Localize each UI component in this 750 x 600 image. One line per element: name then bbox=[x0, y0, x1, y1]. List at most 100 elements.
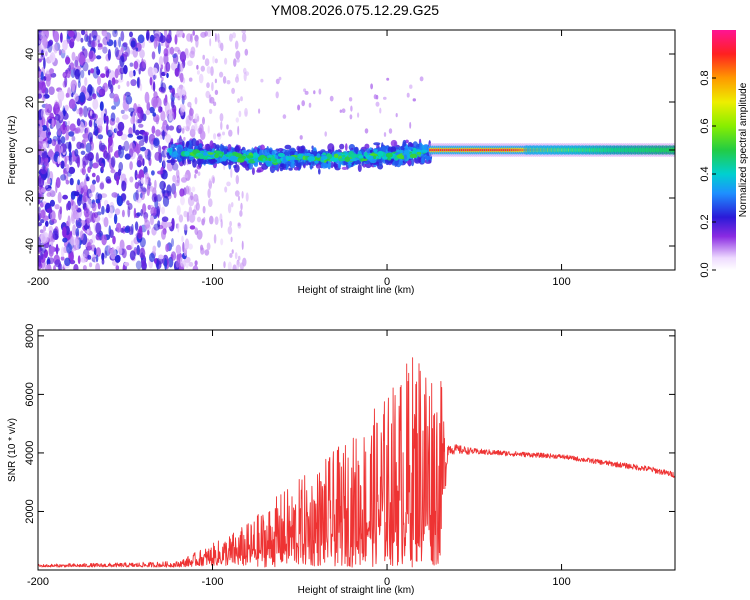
heatmap-cell bbox=[64, 104, 69, 112]
heatmap-cell bbox=[60, 160, 65, 169]
heatmap-cell bbox=[178, 88, 183, 98]
heatmap-cell bbox=[287, 156, 296, 161]
heatmap-cell bbox=[95, 233, 100, 241]
heatmap-cell bbox=[40, 202, 44, 208]
heatmap-cell bbox=[102, 46, 108, 54]
heatmap-cell bbox=[68, 64, 71, 72]
heatmap-cell bbox=[53, 43, 58, 54]
heatmap-cell bbox=[161, 206, 165, 215]
heatmap-cell bbox=[299, 135, 303, 140]
heatmap-cell bbox=[151, 125, 156, 134]
heatmap-marks bbox=[38, 30, 675, 270]
heatmap-cell bbox=[293, 166, 300, 171]
heatmap-cell bbox=[120, 47, 125, 53]
colorbar-gradient bbox=[712, 30, 736, 270]
heatmap-cell bbox=[38, 222, 42, 227]
colorbar-tick-label: 0.0 bbox=[699, 262, 711, 277]
heatmap-cell bbox=[214, 153, 219, 158]
heatmap-cell bbox=[127, 206, 131, 218]
heatmap-cell bbox=[129, 62, 134, 67]
heatmap-cell bbox=[162, 156, 166, 168]
snr-series-line bbox=[38, 357, 675, 568]
heatmap-cell bbox=[234, 252, 238, 260]
heatmap-cell bbox=[176, 146, 183, 155]
heatmap-cell bbox=[44, 103, 49, 110]
heatmap-cell bbox=[161, 216, 169, 222]
heatmap-cell bbox=[77, 80, 81, 89]
heatmap-cell bbox=[129, 176, 134, 183]
heatmap-cell bbox=[290, 162, 294, 168]
heatmap-cell bbox=[244, 48, 249, 56]
heatmap-cell bbox=[47, 131, 52, 136]
heatmap-cell bbox=[46, 188, 53, 194]
heatmap-cell bbox=[316, 153, 321, 158]
heatmap-cell bbox=[113, 213, 118, 225]
heatmap-cell bbox=[364, 143, 370, 150]
heatmap-cell bbox=[151, 67, 158, 75]
heatmap-cell bbox=[138, 140, 145, 147]
heatmap-cell bbox=[221, 155, 227, 162]
heatmap-cell bbox=[116, 193, 120, 206]
heatmap-cell bbox=[130, 49, 134, 55]
heatmap-cell bbox=[228, 161, 234, 166]
heatmap-cell bbox=[71, 82, 75, 93]
heatmap-cell bbox=[82, 61, 89, 72]
heatmap-cell bbox=[205, 90, 211, 99]
heatmap-cell bbox=[259, 144, 265, 151]
snr-y-tick-label: 6000 bbox=[24, 382, 36, 406]
heatmap-cell bbox=[113, 93, 119, 103]
heatmap-cell bbox=[91, 201, 97, 212]
heatmap-cell bbox=[345, 143, 348, 152]
heatmap-cell bbox=[214, 216, 219, 226]
spectrogram-x-tick-label: -100 bbox=[202, 276, 224, 288]
heatmap-cell bbox=[105, 176, 111, 184]
heatmap-cell bbox=[74, 55, 79, 68]
heatmap-cell bbox=[168, 125, 175, 131]
heatmap-cell bbox=[407, 146, 414, 150]
heatmap-cell bbox=[71, 92, 74, 98]
heatmap-cell bbox=[409, 121, 412, 129]
heatmap-cell bbox=[80, 181, 85, 187]
heatmap-cell bbox=[147, 66, 154, 78]
heatmap-cell bbox=[128, 127, 133, 136]
heatmap-cell bbox=[170, 251, 177, 261]
heatmap-cell bbox=[327, 149, 332, 154]
heatmap-cell bbox=[92, 253, 96, 260]
heatmap-cell bbox=[85, 173, 89, 182]
heatmap-cell bbox=[202, 160, 210, 164]
heatmap-cell bbox=[81, 30, 86, 36]
heatmap-cell bbox=[373, 94, 377, 100]
heatmap-cell bbox=[214, 78, 217, 84]
heatmap-cell bbox=[194, 260, 198, 266]
heatmap-cell bbox=[121, 180, 127, 192]
heatmap-cell bbox=[208, 198, 213, 208]
heatmap-cell bbox=[57, 137, 61, 145]
heatmap-cell bbox=[191, 138, 197, 147]
heatmap-cell bbox=[40, 219, 45, 224]
heatmap-cell bbox=[223, 261, 226, 269]
heatmap-cell bbox=[54, 151, 60, 157]
heatmap-cell bbox=[64, 155, 67, 168]
heatmap-cell bbox=[195, 37, 199, 48]
heatmap-cell bbox=[46, 192, 52, 197]
heatmap-cell bbox=[232, 32, 236, 39]
heatmap-cell bbox=[85, 30, 88, 37]
heatmap-cell bbox=[185, 141, 190, 148]
heatmap-cell bbox=[43, 57, 46, 70]
heatmap-cell bbox=[100, 73, 106, 78]
colorbar-label: Normalized spectral amplitude bbox=[738, 82, 749, 217]
heatmap-cell bbox=[192, 158, 197, 168]
heatmap-cell bbox=[162, 195, 170, 207]
heatmap-cell bbox=[373, 155, 377, 160]
heatmap-cell bbox=[47, 177, 51, 185]
heatmap-cell bbox=[412, 98, 416, 102]
snr-panel: -200 -100 0 100 2000 4000 6000 8000 Height of … bbox=[7, 324, 676, 596]
heatmap-cell bbox=[120, 72, 123, 81]
heatmap-cell bbox=[101, 205, 105, 215]
heatmap-cell bbox=[104, 66, 109, 71]
heatmap-cell bbox=[398, 159, 404, 166]
heatmap-cell bbox=[160, 64, 164, 70]
heatmap-cell bbox=[74, 127, 81, 134]
heatmap-cell bbox=[68, 68, 72, 74]
heatmap-cell bbox=[377, 150, 384, 157]
